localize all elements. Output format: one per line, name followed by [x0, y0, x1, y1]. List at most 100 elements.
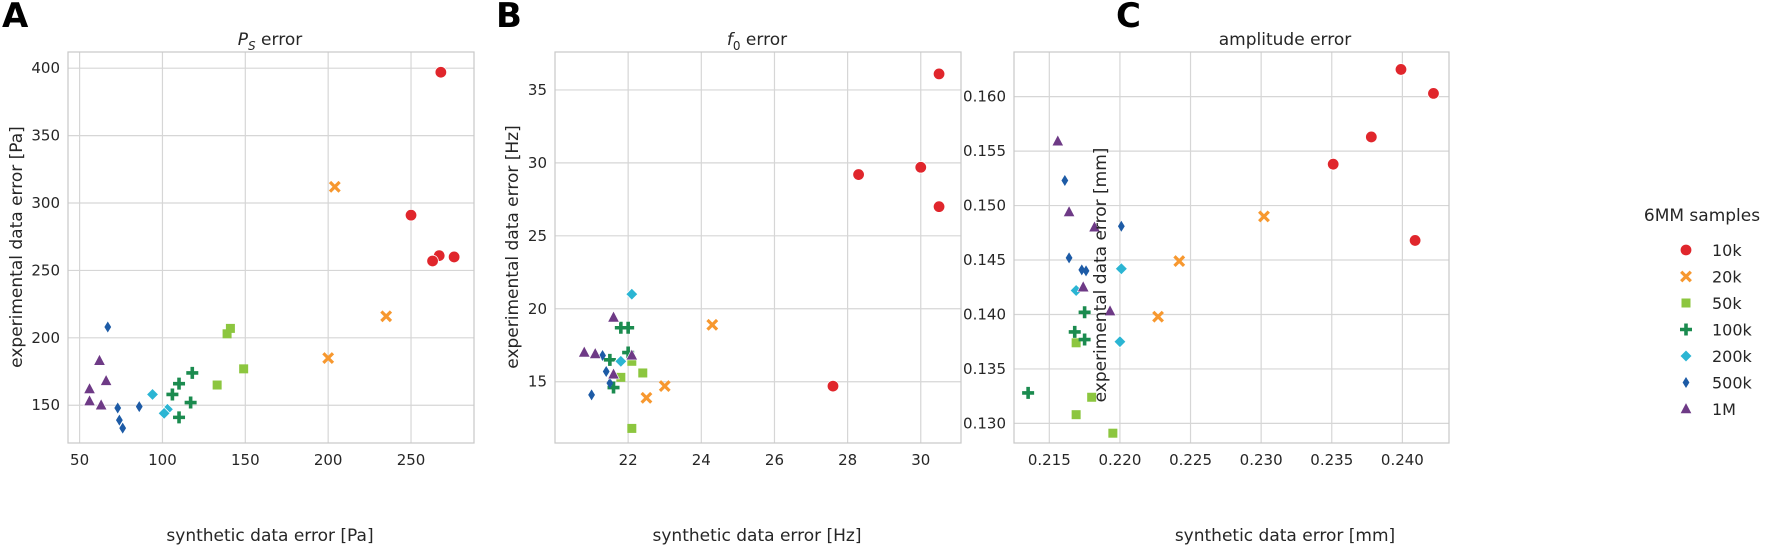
- data-point-50k: [1108, 428, 1118, 438]
- y-tick-label: 150: [31, 396, 60, 414]
- data-point-1M: [99, 373, 113, 386]
- y-tick-label: 0.130: [963, 414, 1006, 432]
- data-point-500k-shape: [114, 402, 122, 414]
- data-point-1M: [588, 346, 602, 359]
- data-point-10k-shape: [914, 161, 927, 174]
- x-tick-label: 30: [911, 451, 930, 469]
- data-point-20k: [380, 310, 393, 323]
- x-tick-label: 250: [397, 451, 426, 469]
- panel-letter-b: B: [496, 0, 522, 36]
- data-point-1M-shape: [607, 310, 620, 323]
- legend-marker-1M-shape: [1679, 401, 1693, 414]
- data-point-500k-shape: [606, 377, 614, 389]
- data-point-50k: [212, 380, 222, 390]
- data-point-10k: [826, 379, 840, 393]
- legend-marker-100k-shape: [1680, 323, 1692, 336]
- data-point-100k: [603, 353, 616, 366]
- data-point-20k: [1258, 210, 1270, 223]
- legend-title: 6MM samples: [1644, 206, 1760, 226]
- data-point-100k: [1068, 325, 1081, 338]
- data-point-500k: [119, 422, 127, 434]
- series-20k: [322, 180, 393, 364]
- data-point-10k-shape: [404, 208, 418, 222]
- data-point-50k-shape: [638, 368, 648, 378]
- data-point-1M: [625, 348, 639, 361]
- legend-marker-500k-shape: [1682, 377, 1690, 388]
- series-1M: [577, 310, 639, 380]
- legend-item-10k: 10k: [1679, 241, 1742, 260]
- data-point-100k-shape: [1068, 325, 1081, 338]
- data-point-100k: [173, 377, 186, 390]
- data-point-200k-shape: [1114, 262, 1128, 276]
- data-point-1M-shape: [1088, 220, 1101, 233]
- panel-c: C amplitude error 0.215 0.220 0.225 0.230 0.…: [963, 0, 1450, 546]
- y-tick-label: 0.145: [963, 251, 1006, 269]
- panel-b-plot: 22 24 26 28 30 15 20 25 30 35: [528, 51, 962, 469]
- legend-marker-500k: [1682, 377, 1690, 388]
- panel-c-title: amplitude error: [1219, 30, 1351, 50]
- data-point-500k-shape: [588, 389, 595, 401]
- y-tick-label: 25: [528, 227, 547, 245]
- series-500k: [1061, 175, 1125, 277]
- data-point-500k: [114, 402, 122, 414]
- series-50k: [212, 323, 249, 390]
- data-point-1M-shape: [1076, 280, 1090, 293]
- data-point-20k: [640, 391, 653, 404]
- x-tick-label: 22: [619, 451, 638, 469]
- legend-marker-1M: [1679, 401, 1693, 414]
- x-tick-label: 28: [838, 451, 857, 469]
- data-point-10k: [852, 168, 865, 181]
- data-point-10k: [932, 67, 946, 81]
- legend-marker-200k: [1679, 349, 1693, 363]
- data-point-10k: [1365, 130, 1378, 144]
- data-point-200k-shape: [1113, 335, 1127, 349]
- data-point-20k-shape: [1258, 210, 1270, 223]
- data-point-1M-shape: [1062, 204, 1076, 217]
- legend-label-500k: 500k: [1712, 374, 1753, 393]
- data-point-10k: [1427, 87, 1440, 100]
- series-200k: [614, 287, 639, 368]
- y-tick-label: 15: [528, 373, 547, 391]
- data-point-200k-shape: [614, 354, 628, 368]
- legend-marker-20k-shape: [1680, 270, 1692, 283]
- data-point-1M: [93, 353, 106, 366]
- series-10k: [826, 67, 946, 393]
- data-point-1M-shape: [607, 367, 620, 380]
- y-tick-label: 0.150: [963, 197, 1006, 215]
- data-point-10k: [426, 254, 439, 268]
- data-point-10k: [1408, 234, 1422, 247]
- data-point-50k-shape: [1108, 428, 1118, 438]
- data-point-100k-shape: [186, 366, 199, 379]
- data-point-100k: [186, 366, 199, 379]
- data-point-1M: [94, 398, 108, 411]
- series-100k: [166, 366, 199, 424]
- data-point-10k-shape: [1326, 157, 1340, 171]
- series-1M: [83, 353, 113, 411]
- data-point-50k: [1087, 392, 1097, 402]
- x-tick-label: 26: [765, 451, 784, 469]
- x-tick-label: 0.240: [1381, 451, 1424, 469]
- series-500k: [588, 349, 614, 401]
- legend-label-200k: 200k: [1712, 347, 1753, 366]
- data-point-50k-shape: [225, 323, 235, 333]
- data-point-100k-shape: [173, 411, 186, 424]
- data-point-1M: [83, 394, 96, 407]
- data-point-100k-shape: [1078, 333, 1091, 346]
- legend-item-20k: 20k: [1680, 268, 1742, 287]
- data-point-10k-shape: [1427, 87, 1440, 100]
- data-point-500k-shape: [1061, 175, 1069, 187]
- panel-b-title: f0 error: [727, 30, 787, 53]
- data-point-1M-shape: [99, 373, 113, 386]
- data-point-100k-shape: [184, 396, 197, 409]
- y-tick-label: 35: [528, 81, 547, 99]
- data-point-500k: [104, 321, 112, 333]
- y-tick-label: 300: [31, 194, 60, 212]
- y-tick-label: 30: [528, 154, 547, 172]
- data-point-50k-shape: [1071, 410, 1081, 420]
- data-point-500k-shape: [1078, 264, 1086, 276]
- y-tick-label: 0.155: [963, 142, 1006, 160]
- data-point-100k-shape: [622, 321, 635, 334]
- data-point-1M-shape: [588, 346, 602, 359]
- y-tick-label: 0.135: [963, 360, 1006, 378]
- legend-item-50k: 50k: [1681, 294, 1742, 313]
